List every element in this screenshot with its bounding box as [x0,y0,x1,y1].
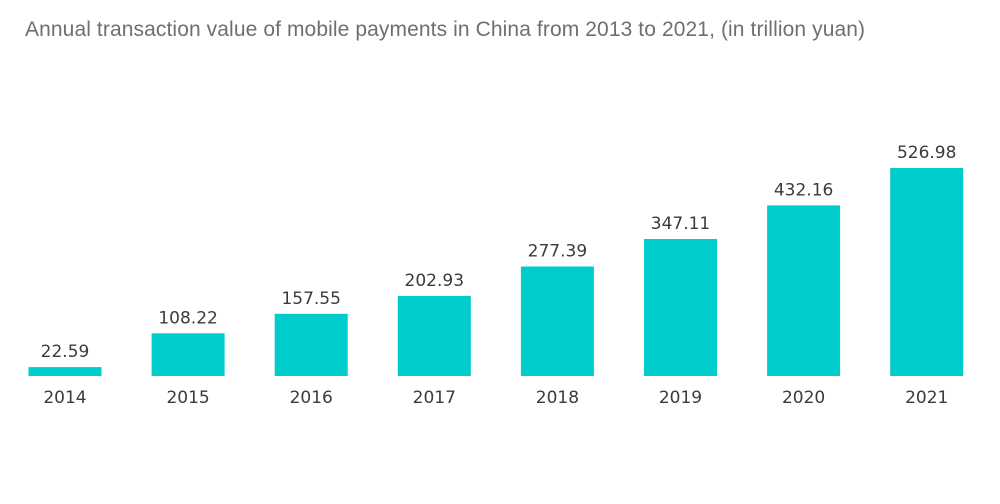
value-label-2018: 277.39 [528,242,587,262]
x-tick-label-2020: 2020 [782,388,825,408]
x-tick-label-2018: 2018 [536,388,579,408]
x-tick-label-2015: 2015 [166,388,209,408]
x-tick-label-2017: 2017 [413,388,456,408]
value-label-2020: 432.16 [774,180,833,200]
value-label-2015: 108.22 [158,308,217,328]
value-label-2017: 202.93 [405,271,464,291]
bar-2016 [274,313,348,376]
value-label-2021: 526.98 [897,143,956,163]
value-label-2014: 22.59 [41,342,90,362]
chart-title: Annual transaction value of mobile payme… [25,18,866,41]
bar-2015 [151,333,225,376]
bar-2019 [644,239,717,376]
bar-2020 [767,205,841,376]
bar-2017 [397,295,471,376]
x-tick-label-2019: 2019 [659,388,702,408]
x-tick-label-2014: 2014 [43,388,86,408]
bar-2018 [520,266,594,376]
bar-2021 [890,168,964,376]
x-tick-label-2016: 2016 [290,388,333,408]
value-label-2019: 347.11 [651,214,710,234]
x-tick-label-2021: 2021 [905,388,948,408]
value-label-2016: 157.55 [281,289,340,309]
bar-2014 [28,367,102,376]
